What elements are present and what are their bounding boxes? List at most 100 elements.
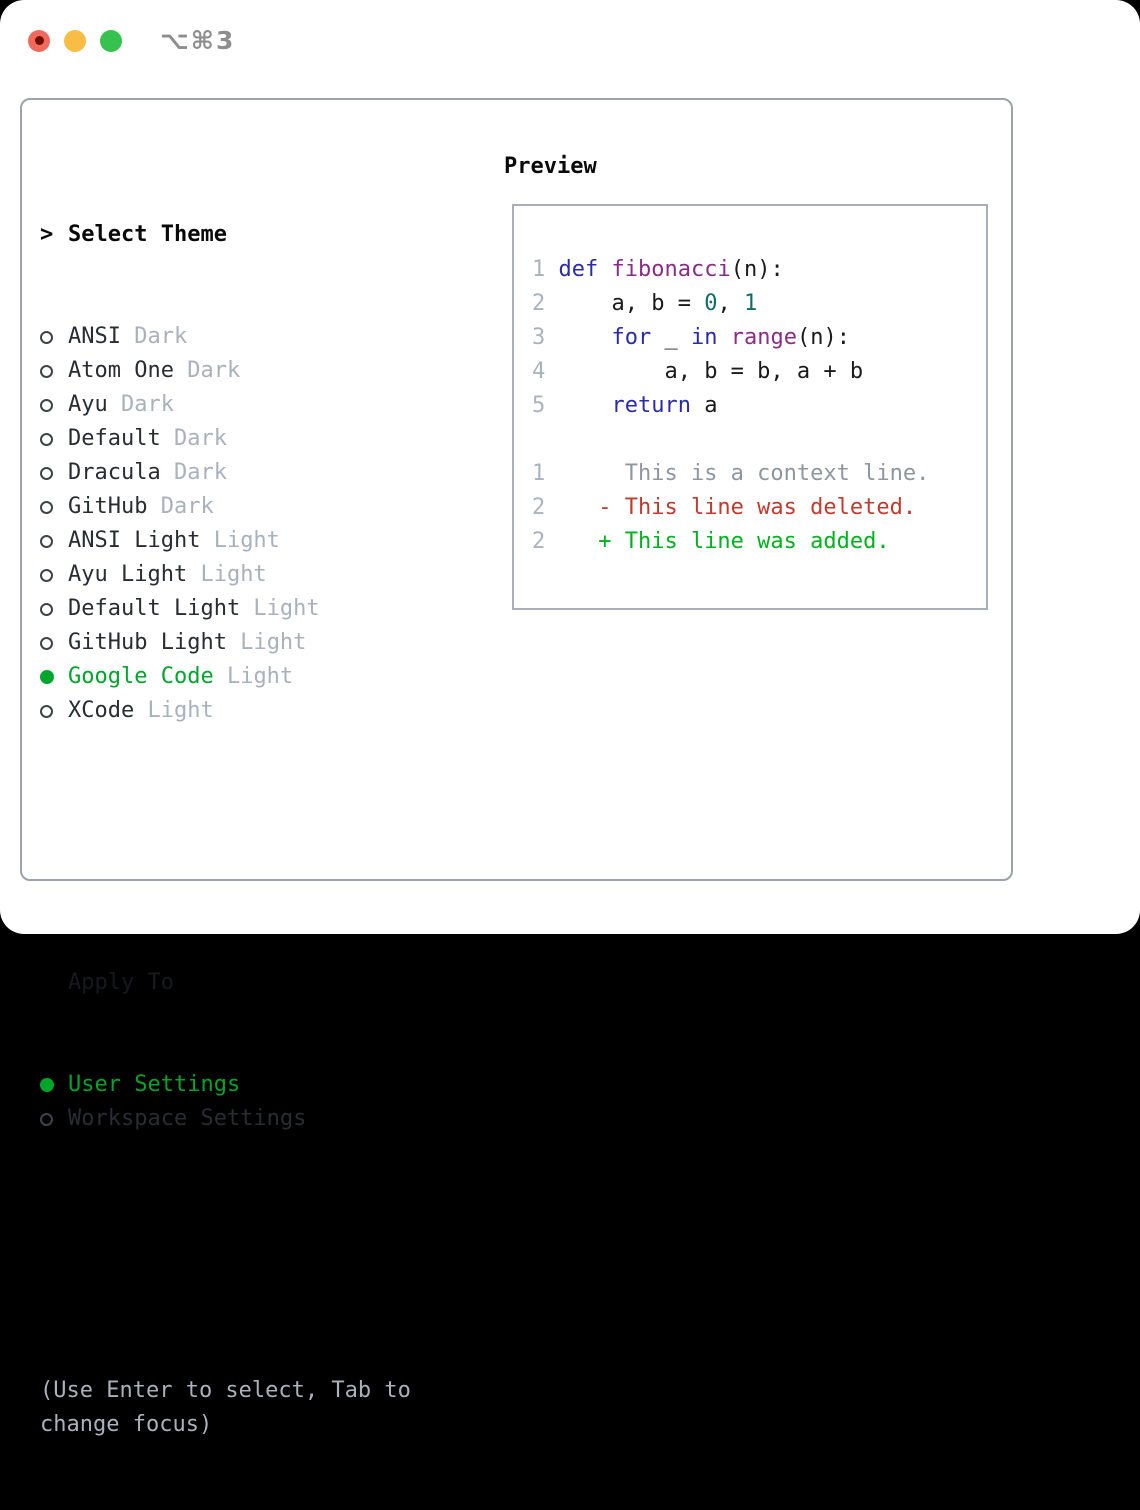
theme-option-google-code-light[interactable]: Google Code Light [40,660,460,694]
radio-marker [40,500,68,514]
apply-option-workspace-settings[interactable]: Workspace Settings [40,1102,460,1136]
radio-marker [40,534,68,548]
code-line: 5 return a [532,389,986,423]
minimize-button[interactable] [64,29,86,52]
radio-marker [40,432,68,446]
radio-marker [40,636,68,650]
theme-name: Google Code [68,664,214,689]
theme-name: ANSI Light [68,528,201,553]
theme-option-default-light-light[interactable]: Default Light Light [40,592,460,626]
code-token [598,257,611,282]
theme-name: GitHub Light [68,630,227,655]
blank-line [532,423,986,457]
line-number: 2 [532,291,559,316]
select-theme-label: Select Theme [68,222,227,247]
theme-selector: > Select Theme ANSI Dark Atom One Dark Ayu … [40,150,460,1510]
radio-icon [40,602,53,616]
theme-name: Ayu Light [68,562,188,587]
diff-text: This is a context line. [545,461,930,486]
apply-to-label: Apply To [68,970,174,995]
theme-variant: Light [134,698,214,723]
theme-option-atom-one-dark[interactable]: Atom One Dark [40,354,460,388]
radio-icon [40,636,53,650]
radio-marker [40,330,68,344]
code-line: 4 a, b = b, a + b [532,355,986,389]
code-token: (n): [796,325,850,350]
radio-icon [40,466,53,480]
theme-variant: Dark [160,460,227,485]
theme-option-github-light-light[interactable]: GitHub Light Light [40,626,460,660]
theme-option-default-dark[interactable]: Default Dark [40,422,460,456]
code-token [559,393,612,418]
radio-selected-icon [40,670,54,684]
code-token: 1 [743,291,758,316]
radio-marker [40,704,68,718]
radio-selected-icon [40,1078,54,1092]
radio-icon [40,364,53,378]
radio-icon [40,432,53,446]
zoom-button[interactable] [100,29,122,52]
radio-marker [40,1078,68,1092]
radio-icon [40,568,53,582]
diff-line-added: 2 + This line was added. [532,525,986,559]
theme-option-ansi-dark[interactable]: ANSI Dark [40,320,460,354]
code-token: fibonacci [611,257,731,282]
diff-line-context: 1 This is a context line. [532,457,986,491]
theme-variant: Light [226,630,307,655]
line-number: 1 [532,461,546,486]
diff-text: + This line was added. [545,529,890,554]
code-token: _ [651,325,691,350]
radio-marker [40,364,68,378]
radio-marker [40,602,68,616]
code-token: in [690,325,718,350]
code-token: 0 [704,291,718,316]
apply-option-label: User Settings [68,1072,241,1097]
theme-variant: Dark [120,324,188,349]
theme-name: XCode [68,698,135,723]
theme-variant: Dark [160,426,227,451]
code-line: 3 for _ in range(n): [532,321,986,355]
line-number: 1 [532,257,559,282]
theme-list: ANSI Dark Atom One Dark Ayu Dark Default Da… [40,320,460,728]
theme-option-dracula-dark[interactable]: Dracula Dark [40,456,460,490]
select-theme-header: > Select Theme [40,218,460,252]
help-text: (Use Enter to select, Tab to change focu… [40,1378,411,1437]
code-token: for [611,325,652,350]
theme-option-ansi-light-light[interactable]: ANSI Light Light [40,524,460,558]
radio-marker [40,568,68,582]
theme-option-ayu-dark[interactable]: Ayu Dark [40,388,460,422]
radio-icon [40,398,53,412]
radio-icon [40,500,53,514]
theme-name: Dracula [68,460,161,485]
code-line: 2 a, b = 0, 1 [532,287,986,321]
code-token: return [611,393,691,418]
theme-name: Default [68,426,161,451]
window-title: ⌥⌘3 [160,26,236,55]
line-number: 2 [532,495,546,520]
diff-line-deleted: 2 - This line was deleted. [532,491,986,525]
close-button[interactable] [28,29,50,52]
apply-option-user-settings[interactable]: User Settings [40,1068,460,1102]
apply-option-label: Workspace Settings [68,1106,307,1131]
theme-option-github-dark[interactable]: GitHub Dark [40,490,460,524]
code-token: range [730,325,797,350]
code-token [717,325,730,350]
code-token: (n): [730,257,784,282]
code-token: a, b = b, a + b [558,359,864,384]
theme-name: Atom One [68,358,174,383]
spacer [40,1238,460,1272]
titlebar: ⌥⌘3 [28,26,235,55]
radio-marker [40,670,68,684]
theme-option-ayu-light-light[interactable]: Ayu Light Light [40,558,460,592]
theme-option-xcode-light[interactable]: XCode Light [40,694,460,728]
theme-variant: Light [240,596,320,621]
diff-text: - This line was deleted. [545,495,917,520]
line-number: 4 [532,359,559,384]
theme-name: ANSI [68,324,121,349]
code-line: 1 def fibonacci(n): [532,253,986,287]
apply-to-header: Apply To [40,966,460,1000]
line-number: 5 [532,393,559,418]
app-window: ⌥⌘3 > Select Theme ANSI Dark Atom One Dark… [0,0,1140,1437]
